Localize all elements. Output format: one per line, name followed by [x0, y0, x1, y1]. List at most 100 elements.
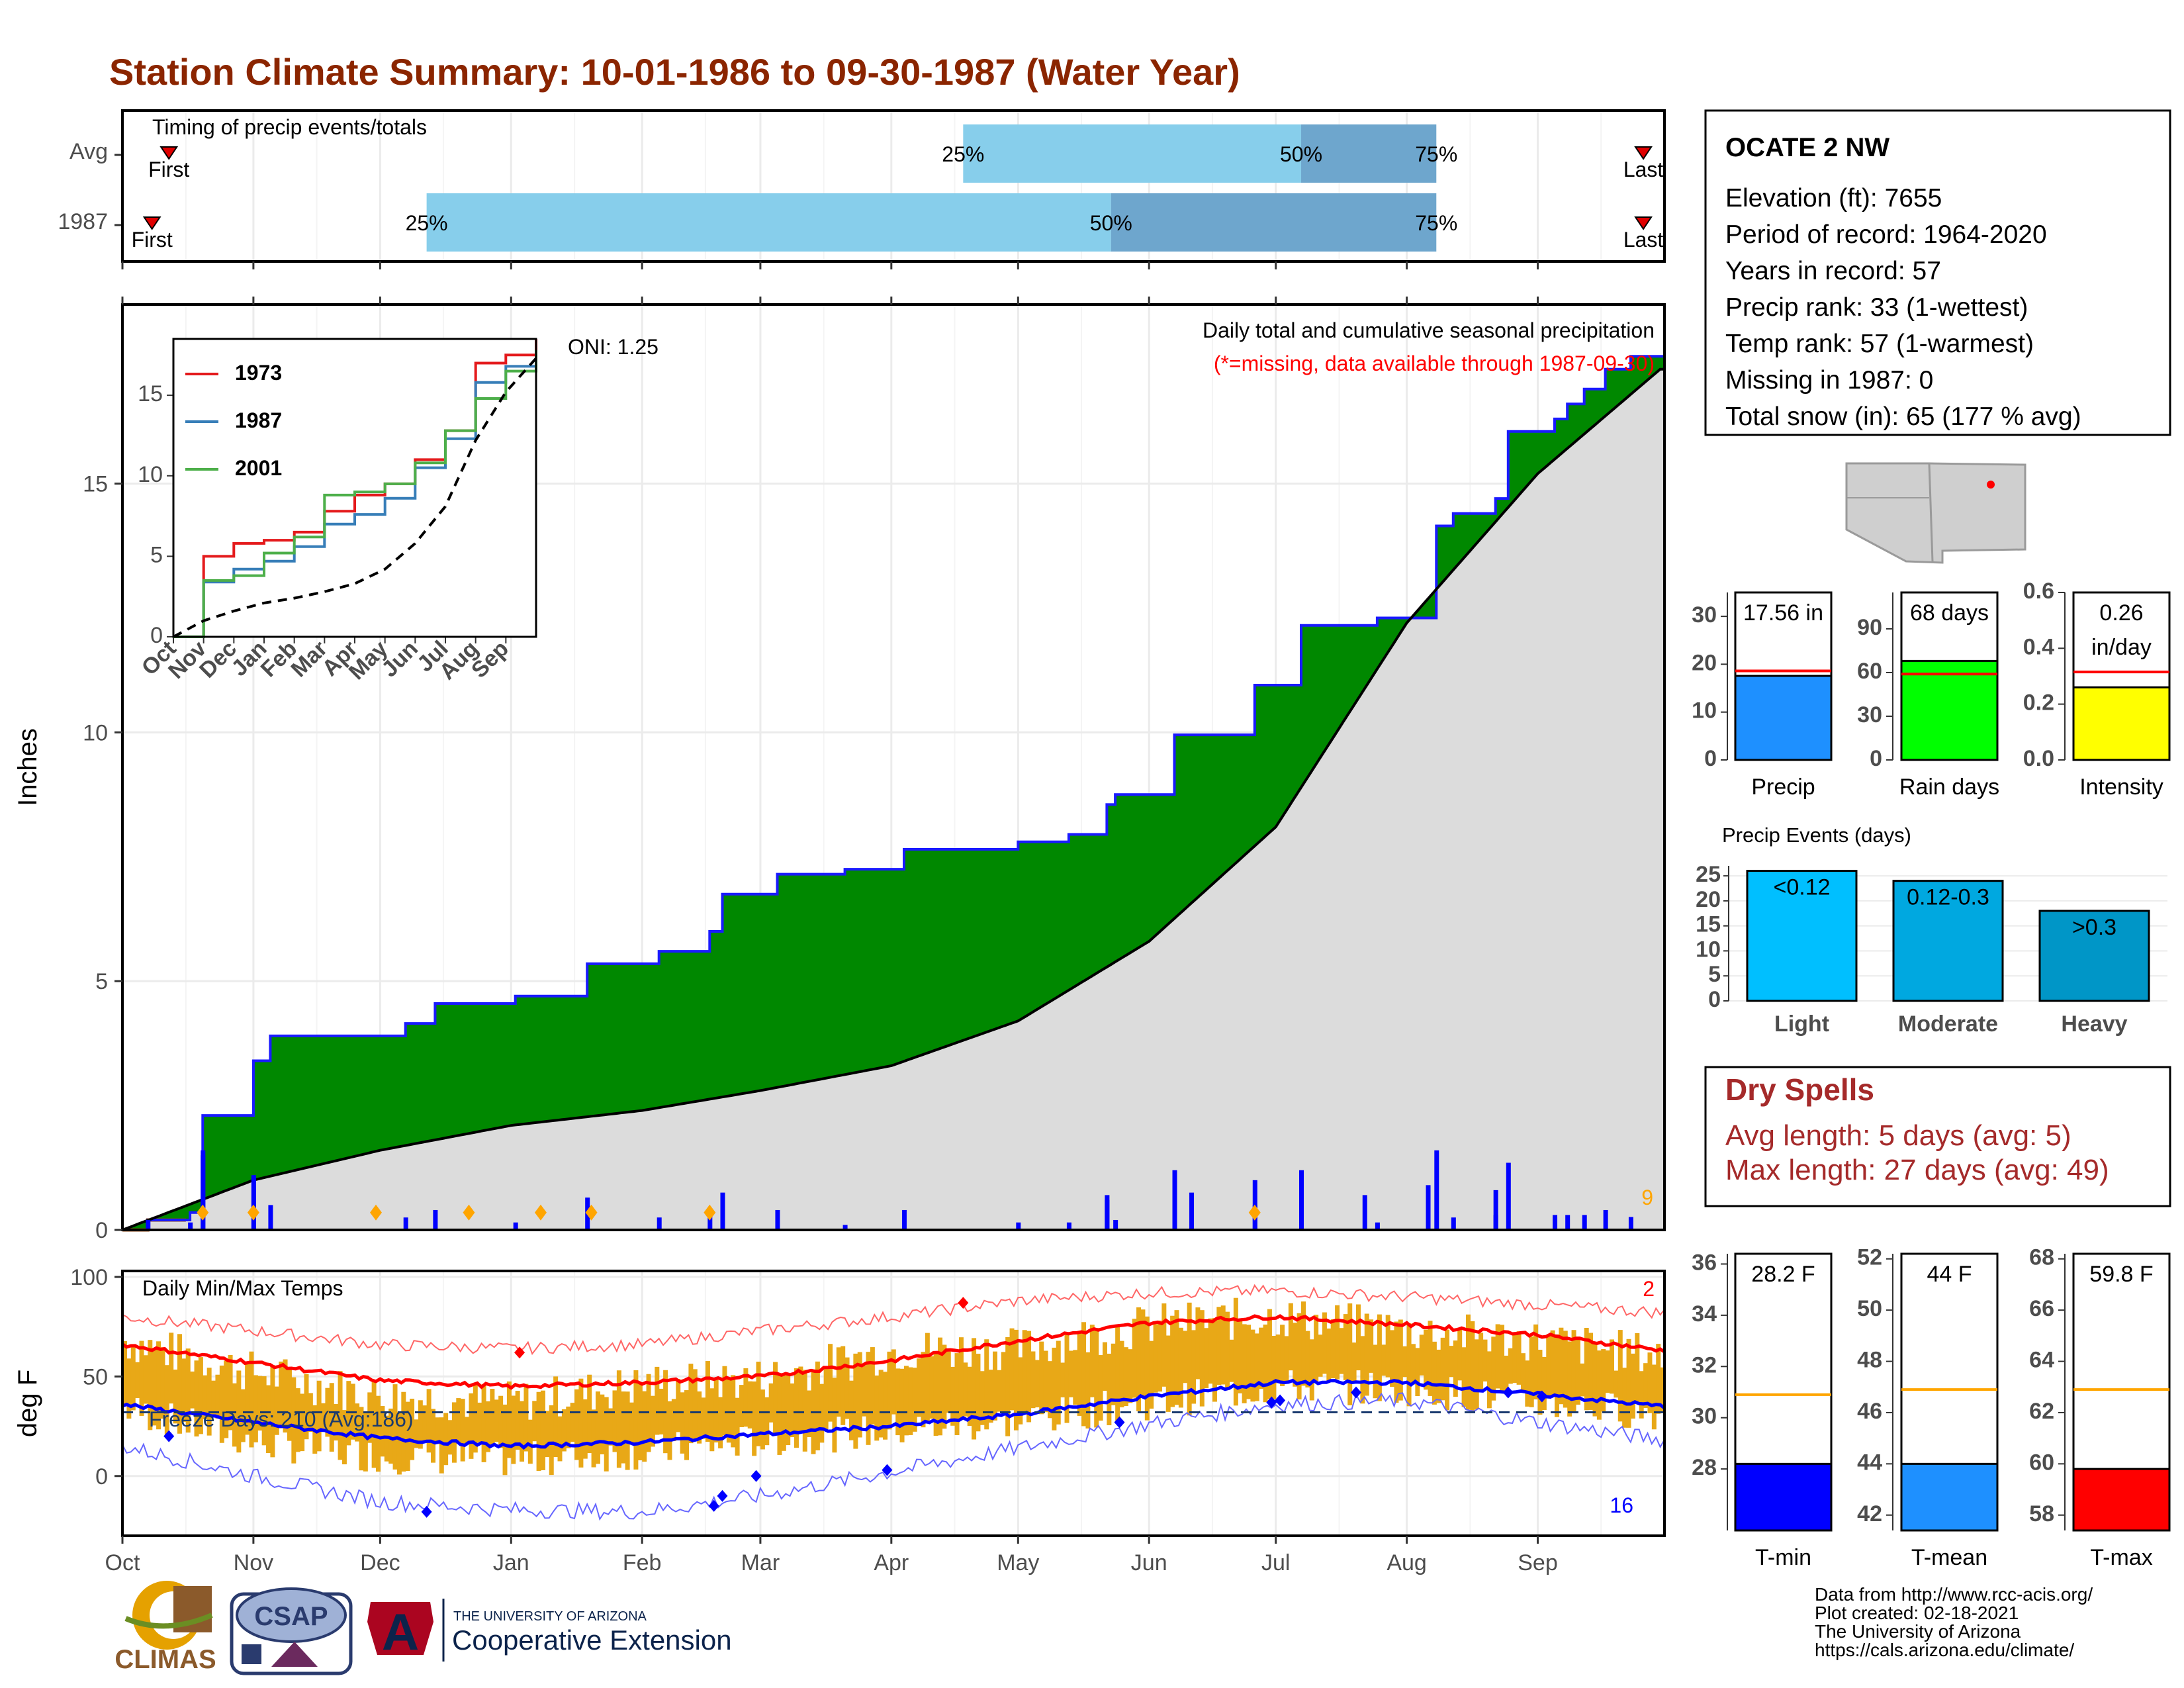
daily-temp-range-bar — [1301, 1301, 1306, 1386]
precip-y-tick-label: 0 — [95, 1218, 108, 1243]
avg-tmax-line — [121, 1314, 1666, 1390]
daily-temp-range-bar — [156, 1341, 161, 1430]
daily-temp-range-bar — [418, 1400, 423, 1449]
daily-temp-range-bar — [359, 1407, 364, 1471]
oni-label: ONI: 1.25 — [568, 335, 659, 359]
daily-temp-range-bar — [431, 1409, 435, 1463]
summary-precip-y-tick-label: 30 — [1692, 602, 1717, 628]
daily-precip-bar — [1603, 1209, 1608, 1230]
timing-p50-label: 50% — [1090, 211, 1132, 235]
daily-temp-range-bar — [1541, 1356, 1547, 1411]
daily-temp-range-bar — [1428, 1321, 1433, 1396]
daily-temp-range-bar — [388, 1408, 394, 1464]
snow-marker — [247, 1204, 259, 1221]
daily-temp-range-bar — [938, 1337, 943, 1436]
daily-temp-range-bar — [1504, 1355, 1509, 1391]
events-bar-heavy — [2038, 910, 2150, 1002]
precip-events-title: Precip Events (days) — [1722, 823, 1911, 847]
summary-intensity-value-bar — [2072, 686, 2171, 761]
daily-temp-range-bar — [819, 1383, 825, 1443]
summary-rain-days-y-tick-label: 30 — [1857, 702, 1882, 727]
daily-temp-range-bar — [1482, 1339, 1488, 1382]
events-y-tick-label: 5 — [1708, 962, 1721, 987]
daily-temp-range-bar — [520, 1401, 525, 1462]
daily-temp-range-bar — [1415, 1348, 1420, 1397]
daily-temp-range-bar — [523, 1383, 529, 1452]
daily-temp-range-bar — [1508, 1348, 1513, 1384]
daily-temp-range-bar — [1537, 1350, 1543, 1415]
daily-temp-range-bar — [815, 1361, 820, 1451]
record-low-marker — [163, 1430, 175, 1442]
daily-temp-range-bar — [1651, 1364, 1657, 1430]
last-event-marker — [1634, 216, 1653, 230]
events-category-label: Moderate — [1898, 1011, 1998, 1037]
record-low-count: 16 — [1610, 1493, 1633, 1517]
daily-temp-range-bar — [950, 1366, 956, 1426]
daily-temp-range-bar — [1170, 1315, 1175, 1407]
daily-precip-bar — [1493, 1190, 1498, 1230]
daily-temp-range-bar — [173, 1369, 178, 1424]
daily-temp-range-bar — [692, 1369, 698, 1440]
summary-rain-days-y-tick-label: 90 — [1857, 615, 1882, 640]
temp-t-mean-label: T-mean — [1911, 1545, 1987, 1570]
timing-p50-label: 50% — [1280, 142, 1322, 166]
daily-precip-bar — [1375, 1222, 1380, 1230]
daily-temp-range-bar — [1111, 1343, 1116, 1405]
daily-temp-range-bar — [1347, 1303, 1353, 1405]
daily-temp-range-bar — [1119, 1340, 1124, 1408]
daily-temp-range-bar — [570, 1403, 575, 1442]
daily-temp-range-bar — [1318, 1335, 1323, 1377]
daily-temp-range-bar — [958, 1337, 964, 1419]
daily-temp-range-bar — [591, 1409, 596, 1468]
summary-precip-value-label: 17.56 in — [1743, 600, 1823, 626]
timing-p25-label: 25% — [942, 142, 984, 166]
daily-temp-range-bar — [274, 1386, 279, 1435]
daily-temp-range-bar — [942, 1344, 947, 1429]
temp-y-tick-label: 0 — [95, 1464, 108, 1489]
events-category-label: Light — [1774, 1011, 1829, 1037]
daily-temp-range-bar — [1479, 1333, 1484, 1391]
temp-t-max-y-tick-label: 60 — [2029, 1450, 2054, 1475]
temp-t-mean-value-label: 44 F — [1927, 1262, 1972, 1287]
daily-temp-range-bar — [371, 1380, 377, 1468]
daily-temp-range-bar — [1584, 1327, 1589, 1411]
station-location-marker — [1987, 481, 1995, 489]
station-info-line: Years in record: 57 — [1725, 257, 1941, 285]
daily-precip-bar — [251, 1175, 256, 1230]
daily-temp-range-bar — [1546, 1335, 1551, 1396]
ua-logo: A THE UNIVERSITY OF ARIZONA Cooperative … — [367, 1599, 732, 1662]
daily-temp-range-bar — [426, 1389, 432, 1453]
station-info-line: Precip rank: 33 (1-wettest) — [1725, 293, 2028, 322]
daily-temp-range-bar — [1500, 1325, 1505, 1391]
daily-temp-range-bar — [1018, 1357, 1023, 1425]
daily-temp-range-bar — [1123, 1347, 1128, 1407]
daily-temp-range-bar — [451, 1402, 457, 1463]
daily-temp-range-bar — [1089, 1325, 1095, 1397]
daily-temp-range-bar — [1432, 1341, 1437, 1405]
daily-precip-bar — [1451, 1217, 1456, 1230]
summary-precip-y-tick-label: 10 — [1692, 698, 1717, 724]
daily-temp-range-bar — [1453, 1340, 1458, 1397]
daily-temp-range-bar — [308, 1393, 313, 1432]
daily-temp-range-bar — [1525, 1360, 1530, 1407]
daily-temp-range-bar — [396, 1411, 402, 1475]
daily-temp-range-bar — [600, 1394, 605, 1455]
credit-line-3: The University of Arizona — [1815, 1621, 2021, 1642]
daily-temp-range-bar — [211, 1380, 216, 1417]
daily-temp-range-bar — [1520, 1353, 1525, 1392]
daily-temp-range-bar — [582, 1399, 588, 1459]
daily-temp-range-bar — [963, 1362, 968, 1417]
daily-precip-bar — [433, 1209, 438, 1230]
daily-temp-range-bar — [232, 1383, 237, 1447]
daily-temp-range-bar — [1402, 1346, 1408, 1378]
daily-temp-range-bar — [456, 1398, 461, 1444]
x-axis-tick-label: Feb — [623, 1550, 662, 1575]
daily-temp-range-bar — [169, 1333, 174, 1404]
daily-temp-range-bar — [866, 1352, 871, 1445]
snow-marker — [585, 1204, 598, 1221]
daily-temp-range-bar — [1043, 1350, 1048, 1413]
daily-temp-range-bar — [1601, 1349, 1606, 1412]
daily-temp-range-bar — [908, 1367, 913, 1435]
daily-temp-range-bar — [279, 1361, 284, 1429]
record-low-marker — [751, 1470, 762, 1482]
